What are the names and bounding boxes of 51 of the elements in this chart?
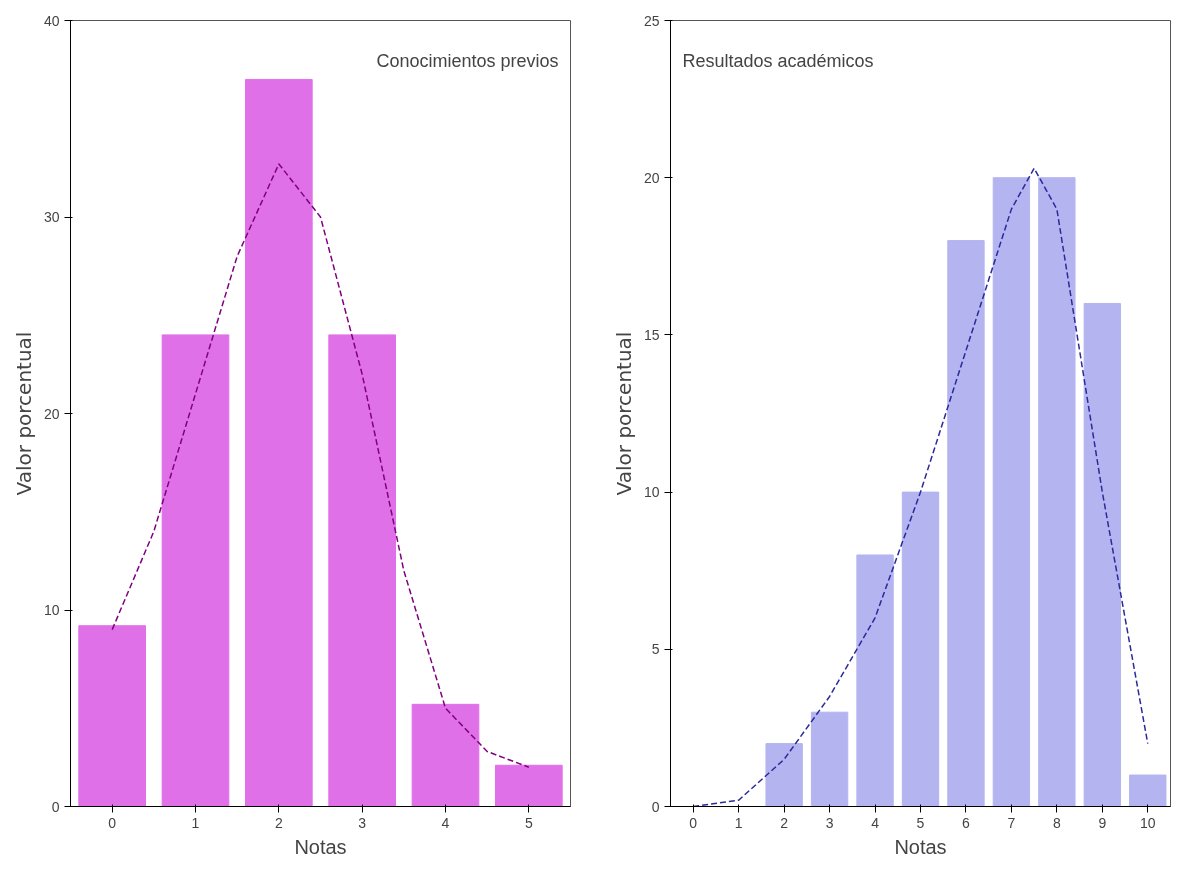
y-tick-label: 30 [43, 209, 60, 225]
line-series [692, 167, 1149, 807]
bar [1038, 177, 1076, 807]
bar [992, 177, 1031, 807]
annotation: Resultados académicos [682, 50, 874, 71]
x-tick-label: 5 [524, 814, 533, 831]
bar [810, 711, 849, 807]
bar [1083, 302, 1121, 807]
y-tick-label: 0 [51, 798, 60, 815]
x-tick-label: 4 [871, 814, 880, 831]
x-axis-title: Notas [294, 835, 347, 858]
line-series [111, 163, 530, 768]
x-tick-label: 9 [1098, 814, 1107, 831]
y-tick-label: 15 [643, 326, 660, 343]
y-tick-label: 20 [643, 169, 660, 186]
x-tick-label: 4 [441, 814, 450, 831]
bar [856, 554, 894, 807]
y-axis-title: Valor porcentual [11, 331, 36, 496]
x-tick-label: 0 [108, 814, 117, 831]
x-tick-label: 2 [274, 814, 283, 831]
y-tick-label: 10 [643, 484, 660, 501]
bar [161, 334, 230, 807]
x-tick-label: 1 [191, 814, 200, 831]
x-tick-label: 5 [916, 814, 925, 831]
bar [245, 78, 313, 807]
bar [328, 334, 396, 807]
x-tick-label: 1 [734, 814, 743, 831]
x-tick-label: 0 [689, 814, 698, 831]
x-tick-label: 8 [1052, 814, 1061, 831]
bar [78, 625, 146, 807]
x-axis-title: Notas [894, 835, 947, 858]
y-tick-label: 5 [651, 641, 660, 658]
bar [765, 743, 803, 807]
x-tick-label: 7 [1007, 814, 1016, 831]
y-tick-label: 10 [43, 602, 60, 618]
bar [901, 491, 940, 807]
bar [1129, 774, 1167, 807]
x-tick-label: 3 [825, 814, 834, 831]
x-tick-label: 6 [962, 814, 971, 831]
x-tick-label: 3 [358, 814, 367, 831]
annotation: Conocimientos previos [376, 50, 559, 71]
y-tick-label: 40 [43, 12, 60, 29]
bar [495, 764, 563, 807]
y-tick-label: 25 [643, 12, 660, 29]
bar [947, 240, 985, 807]
y-axis-title: Valor porcentual [611, 331, 636, 496]
y-tick-label: 20 [43, 405, 60, 422]
bar [411, 703, 480, 807]
x-tick-label: 2 [780, 814, 789, 831]
x-tick-label: 10 [1139, 814, 1156, 831]
y-tick-label: 0 [651, 798, 660, 815]
